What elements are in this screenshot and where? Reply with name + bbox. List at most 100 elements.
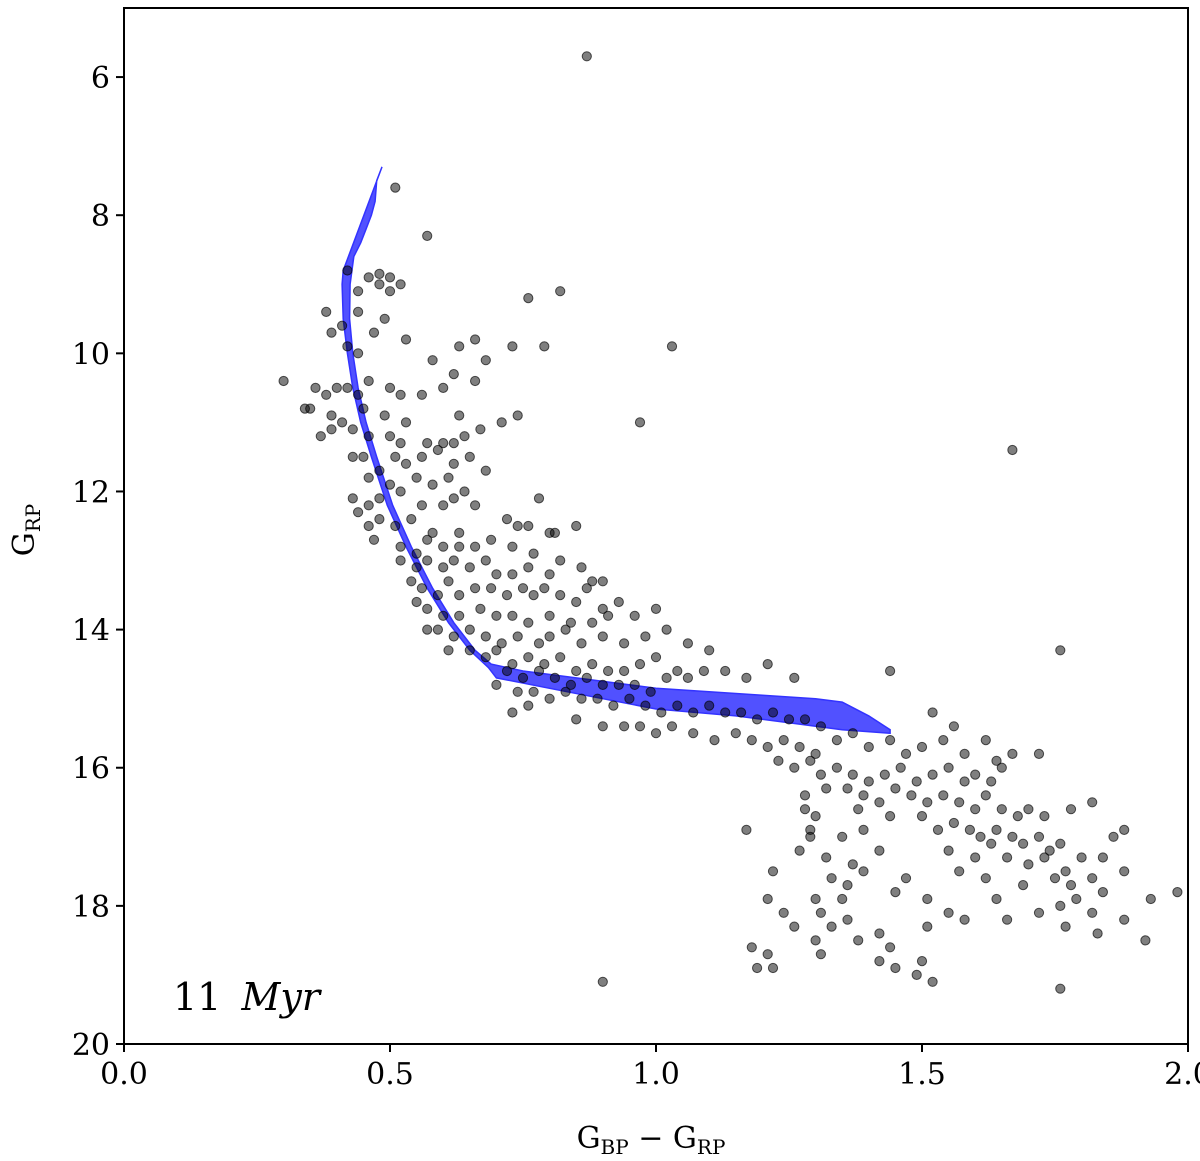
data-point bbox=[581, 51, 592, 62]
data-point bbox=[422, 438, 433, 449]
data-point bbox=[629, 610, 640, 621]
data-point bbox=[353, 348, 364, 359]
axis-ticks: 0.0 0.5 1.0 1.5 2.0 6 8 10 12 14 16 18 20 bbox=[72, 61, 1200, 1092]
data-point bbox=[326, 327, 337, 338]
x-axis-label-main: G bbox=[577, 1121, 601, 1156]
data-point bbox=[970, 769, 981, 780]
data-point bbox=[422, 534, 433, 545]
data-point bbox=[810, 748, 821, 760]
data-point bbox=[549, 672, 561, 684]
data-point bbox=[395, 541, 406, 552]
data-point bbox=[815, 721, 827, 732]
data-point bbox=[922, 797, 933, 808]
data-point bbox=[464, 624, 475, 635]
data-point bbox=[438, 610, 449, 621]
data-point bbox=[555, 652, 566, 663]
data-point bbox=[762, 659, 773, 670]
data-point bbox=[991, 755, 1002, 766]
data-point bbox=[1097, 852, 1109, 863]
data-point bbox=[310, 382, 321, 393]
data-point bbox=[523, 520, 534, 532]
data-point bbox=[496, 417, 507, 428]
data-point bbox=[512, 410, 523, 421]
data-point bbox=[922, 921, 933, 932]
data-point bbox=[533, 665, 545, 677]
data-point bbox=[661, 672, 672, 684]
data-point bbox=[613, 679, 624, 691]
data-point bbox=[831, 735, 843, 746]
data-point bbox=[501, 665, 513, 677]
data-point bbox=[523, 562, 534, 573]
data-point bbox=[789, 921, 800, 932]
data-point bbox=[326, 424, 337, 435]
data-point bbox=[549, 527, 561, 539]
data-point bbox=[1119, 914, 1130, 925]
data-point bbox=[1060, 866, 1071, 877]
data-point bbox=[1076, 852, 1087, 863]
data-point bbox=[1119, 866, 1130, 877]
data-point bbox=[454, 341, 465, 352]
data-point bbox=[501, 514, 513, 525]
data-point bbox=[470, 500, 481, 511]
data-point bbox=[448, 555, 459, 566]
data-point bbox=[826, 873, 837, 884]
data-point bbox=[900, 748, 912, 760]
data-point bbox=[427, 479, 438, 490]
data-point bbox=[374, 493, 385, 504]
data-point bbox=[390, 520, 401, 532]
data-point bbox=[443, 576, 454, 587]
data-point bbox=[885, 665, 896, 677]
y-tick-label: 6 bbox=[91, 61, 110, 96]
data-point bbox=[523, 293, 534, 304]
data-point bbox=[592, 693, 603, 704]
data-point bbox=[597, 603, 608, 615]
data-point bbox=[991, 824, 1002, 836]
data-point bbox=[1172, 887, 1183, 898]
data-point bbox=[321, 389, 332, 400]
data-point bbox=[597, 721, 608, 732]
data-point bbox=[571, 665, 582, 677]
data-point bbox=[1023, 804, 1034, 815]
data-point bbox=[1140, 935, 1151, 946]
data-point bbox=[810, 935, 821, 946]
data-point bbox=[400, 458, 412, 469]
data-point bbox=[379, 410, 390, 421]
data-point bbox=[587, 576, 598, 587]
data-point bbox=[395, 389, 406, 400]
data-point bbox=[1055, 983, 1066, 994]
data-point bbox=[1055, 900, 1066, 912]
data-point bbox=[448, 631, 459, 642]
data-point bbox=[571, 596, 582, 608]
data-point bbox=[634, 721, 646, 732]
data-point bbox=[464, 562, 475, 573]
data-point bbox=[746, 735, 757, 746]
data-point bbox=[432, 444, 443, 456]
data-point bbox=[794, 845, 805, 856]
data-point bbox=[544, 631, 555, 642]
scatter-points bbox=[278, 51, 1183, 994]
data-point bbox=[959, 748, 970, 760]
data-point bbox=[938, 735, 949, 746]
x-tick-label: 1.0 bbox=[632, 1057, 680, 1092]
data-point bbox=[1012, 811, 1023, 822]
data-point bbox=[640, 631, 651, 642]
data-point bbox=[879, 769, 890, 780]
data-point bbox=[337, 320, 348, 331]
data-point bbox=[650, 652, 662, 663]
data-point bbox=[507, 610, 518, 621]
data-point bbox=[762, 741, 773, 753]
data-point bbox=[943, 762, 954, 773]
data-point bbox=[422, 603, 433, 615]
data-point bbox=[624, 693, 635, 704]
data-point bbox=[454, 610, 465, 621]
data-point bbox=[1033, 748, 1045, 760]
data-point bbox=[395, 438, 406, 449]
data-point bbox=[507, 569, 518, 580]
y-axis-label-sub: RP bbox=[21, 504, 45, 533]
data-point bbox=[688, 707, 699, 718]
data-point bbox=[900, 873, 912, 884]
data-point bbox=[1092, 928, 1103, 939]
data-point bbox=[544, 569, 555, 580]
data-point bbox=[890, 783, 901, 794]
data-point bbox=[422, 555, 433, 566]
